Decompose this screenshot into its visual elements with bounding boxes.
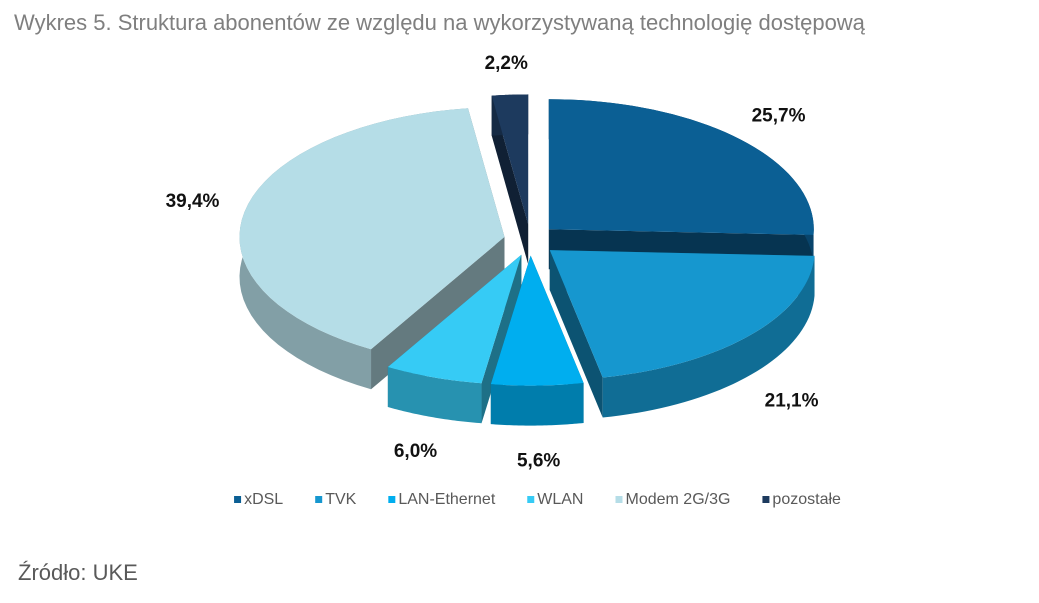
legend-item: Modem 2G/3G bbox=[615, 491, 730, 508]
legend-item: pozostałe bbox=[762, 491, 841, 508]
slice bbox=[490, 255, 584, 386]
slice bbox=[239, 108, 505, 350]
slice-side bbox=[549, 250, 603, 418]
legend-item: TVK bbox=[315, 491, 357, 508]
value-label: 21,1% bbox=[765, 390, 819, 411]
slice bbox=[387, 254, 522, 384]
legend-swatch bbox=[388, 496, 396, 503]
slice-side bbox=[387, 367, 482, 424]
value-label: 2,2% bbox=[485, 53, 528, 74]
slice bbox=[549, 250, 815, 378]
value-label: 25,7% bbox=[752, 105, 806, 126]
legend-label: WLAN bbox=[537, 491, 583, 508]
slice-side bbox=[490, 382, 584, 426]
source: Źródło: UKE bbox=[18, 560, 138, 585]
legend-item: xDSL bbox=[234, 491, 283, 508]
slice-side bbox=[602, 255, 815, 418]
slice bbox=[548, 99, 814, 235]
slice-side bbox=[371, 236, 505, 390]
legend-label: LAN-Ethernet bbox=[398, 491, 495, 508]
legend-swatch bbox=[315, 496, 323, 503]
legend-swatch bbox=[762, 496, 770, 503]
legend-label: xDSL bbox=[244, 491, 283, 508]
slice-side bbox=[491, 95, 529, 265]
slice bbox=[491, 94, 529, 225]
legend-item: WLAN bbox=[527, 491, 583, 508]
legend-swatch bbox=[527, 496, 535, 503]
legend-label: Modem 2G/3G bbox=[625, 491, 730, 508]
legend-label: pozostałe bbox=[772, 491, 841, 508]
value-label: 39,4% bbox=[166, 191, 220, 212]
value-label: 6,0% bbox=[394, 441, 437, 462]
legend-item: LAN-Ethernet bbox=[388, 491, 496, 508]
chart-title: Wykres 5. Struktura abonentów ze względu… bbox=[14, 10, 866, 35]
legend-label: TVK bbox=[325, 491, 356, 508]
value-label: 5,6% bbox=[517, 451, 560, 472]
legend-swatch bbox=[234, 496, 242, 503]
legend-swatch bbox=[615, 496, 623, 503]
